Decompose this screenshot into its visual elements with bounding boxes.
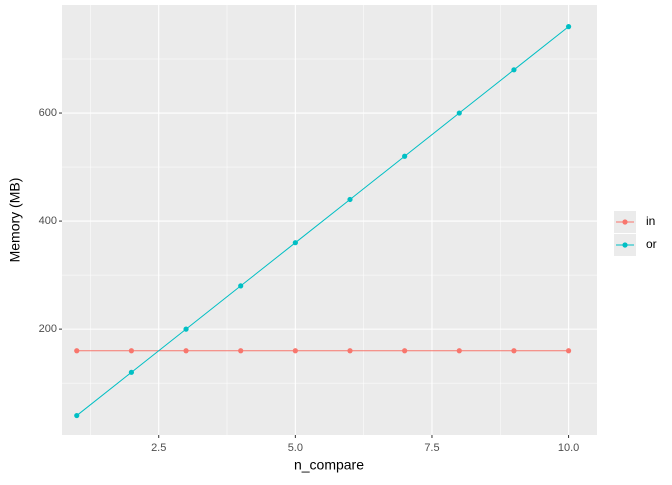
point — [292, 240, 298, 246]
x-axis-title: n_compare — [294, 457, 364, 473]
point — [183, 348, 189, 354]
x-tick-label: 5.0 — [288, 442, 303, 454]
y-tick-label: 200 — [39, 323, 57, 335]
point — [456, 348, 462, 354]
legend-point — [622, 242, 628, 248]
point — [402, 348, 408, 354]
point — [347, 348, 353, 354]
point — [183, 326, 189, 332]
y-axis-title: Memory (MB) — [7, 178, 23, 263]
point — [347, 196, 353, 203]
legend-label: or — [646, 237, 657, 251]
point — [565, 348, 572, 354]
point — [292, 348, 298, 354]
legend-point — [622, 219, 628, 225]
y-tick-label: 400 — [39, 215, 57, 227]
point — [511, 348, 517, 354]
x-tick-label: 10.0 — [558, 442, 579, 454]
point — [128, 348, 135, 354]
point — [238, 283, 244, 289]
point — [565, 24, 572, 30]
series-line — [76, 26, 569, 416]
x-tick-label: 7.5 — [424, 442, 439, 454]
legend-label: in — [646, 214, 655, 228]
point — [456, 110, 462, 116]
panel — [62, 5, 597, 435]
x-tick-label: 2.5 — [151, 442, 166, 454]
y-tick-label: 600 — [39, 107, 57, 119]
point — [238, 348, 244, 354]
point — [74, 348, 80, 354]
point — [511, 67, 517, 73]
point — [128, 369, 135, 375]
point — [402, 153, 408, 159]
point — [74, 412, 80, 419]
